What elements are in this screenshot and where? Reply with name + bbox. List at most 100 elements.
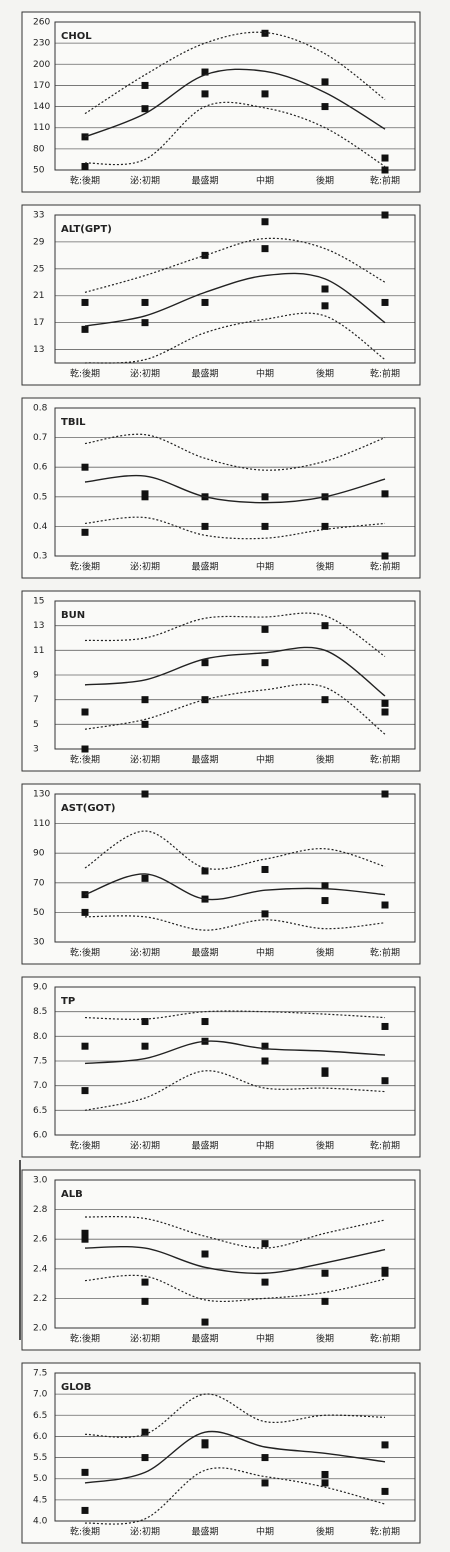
mean-line (84, 646, 386, 697)
data-point (141, 1428, 149, 1436)
x-tick-label: 乾:後期 (70, 368, 100, 380)
x-tick-label: 後期 (316, 368, 334, 380)
data-point (321, 1470, 329, 1478)
data-point (81, 528, 89, 536)
y-tick-label: 8.0 (33, 1032, 48, 1042)
data-point (141, 1454, 149, 1462)
chart-title: BUN (61, 610, 85, 621)
x-tick-label: 後期 (316, 947, 334, 959)
y-tick-label: 5.0 (33, 1474, 48, 1484)
data-point (381, 901, 389, 909)
data-point (141, 696, 149, 704)
plot-frame (54, 793, 416, 943)
data-point (201, 298, 209, 306)
x-tick-label: 泌:初期 (130, 1526, 160, 1538)
x-tick-label: 乾:後期 (70, 1526, 100, 1538)
x-tick-label: 泌:初期 (130, 947, 160, 959)
data-point (261, 522, 269, 530)
panel-frame (21, 976, 421, 1158)
x-tick-label: 中期 (256, 1140, 274, 1152)
panel-frame (21, 1169, 421, 1351)
y-tick-label: 110 (33, 123, 50, 133)
y-tick-label: 7.5 (33, 1057, 47, 1067)
x-tick-label: 乾:前期 (370, 1140, 400, 1152)
y-tick-label: 13 (33, 345, 44, 355)
data-point (381, 1487, 389, 1495)
x-tick-label: 泌:初期 (130, 754, 160, 766)
data-point (141, 298, 149, 306)
data-point (201, 522, 209, 530)
y-tick-label: 70 (33, 878, 45, 888)
data-point (381, 699, 389, 707)
data-point (81, 1468, 89, 1476)
x-tick-label: 後期 (316, 175, 334, 187)
x-tick-label: 乾:後期 (70, 1333, 100, 1345)
data-point (381, 211, 389, 219)
panel-frame (21, 783, 421, 965)
data-point (381, 154, 389, 162)
data-point (321, 302, 329, 310)
y-tick-label: 2.2 (33, 1294, 47, 1304)
data-point (261, 29, 269, 37)
data-point (81, 1506, 89, 1514)
x-tick-label: 中期 (256, 1526, 274, 1538)
data-point (141, 1297, 149, 1305)
data-point (141, 81, 149, 89)
bound-line (84, 1070, 386, 1111)
x-tick-label: 最盛期 (191, 1140, 218, 1152)
plot-frame (54, 407, 416, 557)
y-tick-label: 90 (33, 849, 45, 859)
data-point (201, 1318, 209, 1326)
x-tick-label: 泌:初期 (130, 561, 160, 573)
y-tick-label: 6.5 (33, 1411, 47, 1421)
data-point (381, 166, 389, 174)
y-tick-label: 0.8 (33, 404, 48, 414)
bound-line (84, 312, 386, 364)
y-tick-label: 4.5 (33, 1495, 47, 1505)
x-tick-label: 最盛期 (191, 1526, 218, 1538)
panel-frame (21, 204, 421, 386)
y-tick-label: 21 (33, 291, 44, 301)
data-point (381, 1441, 389, 1449)
x-tick-label: 泌:初期 (130, 1333, 160, 1345)
data-point (261, 493, 269, 501)
data-point (141, 1042, 149, 1050)
data-point (261, 90, 269, 98)
y-tick-label: 29 (33, 237, 45, 247)
data-point (321, 285, 329, 293)
data-point (321, 103, 329, 111)
mean-line (84, 68, 386, 138)
x-tick-label: 泌:初期 (130, 1140, 160, 1152)
data-point (321, 1297, 329, 1305)
data-point (261, 625, 269, 633)
data-point (261, 1454, 269, 1462)
data-point (321, 882, 329, 890)
x-tick-label: 最盛期 (191, 561, 218, 573)
bound-line (84, 830, 386, 870)
x-tick-label: 乾:前期 (370, 561, 400, 573)
data-point (261, 659, 269, 667)
data-point (261, 218, 269, 226)
data-point (81, 708, 89, 716)
y-tick-label: 6.0 (33, 1432, 48, 1442)
bound-line (84, 612, 386, 657)
y-tick-label: 13 (33, 621, 44, 631)
y-tick-label: 6.5 (33, 1106, 47, 1116)
data-point (321, 522, 329, 530)
y-tick-label: 260 (33, 18, 50, 28)
x-tick-label: 中期 (256, 1333, 274, 1345)
x-tick-label: 最盛期 (191, 754, 218, 766)
data-point (201, 1250, 209, 1258)
mean-line (84, 1040, 386, 1065)
x-tick-label: 最盛期 (191, 368, 218, 380)
y-tick-label: 15 (33, 597, 44, 607)
chart-title: AST(GOT) (61, 803, 115, 814)
x-tick-label: 乾:前期 (370, 175, 400, 187)
y-tick-label: 7.0 (33, 1081, 48, 1091)
bound-line (84, 1274, 386, 1302)
data-point (321, 1069, 329, 1077)
y-tick-label: 9.0 (33, 983, 48, 993)
y-tick-label: 2.4 (33, 1264, 48, 1274)
chart-title: ALB (61, 1189, 83, 1200)
x-tick-label: 乾:前期 (370, 368, 400, 380)
